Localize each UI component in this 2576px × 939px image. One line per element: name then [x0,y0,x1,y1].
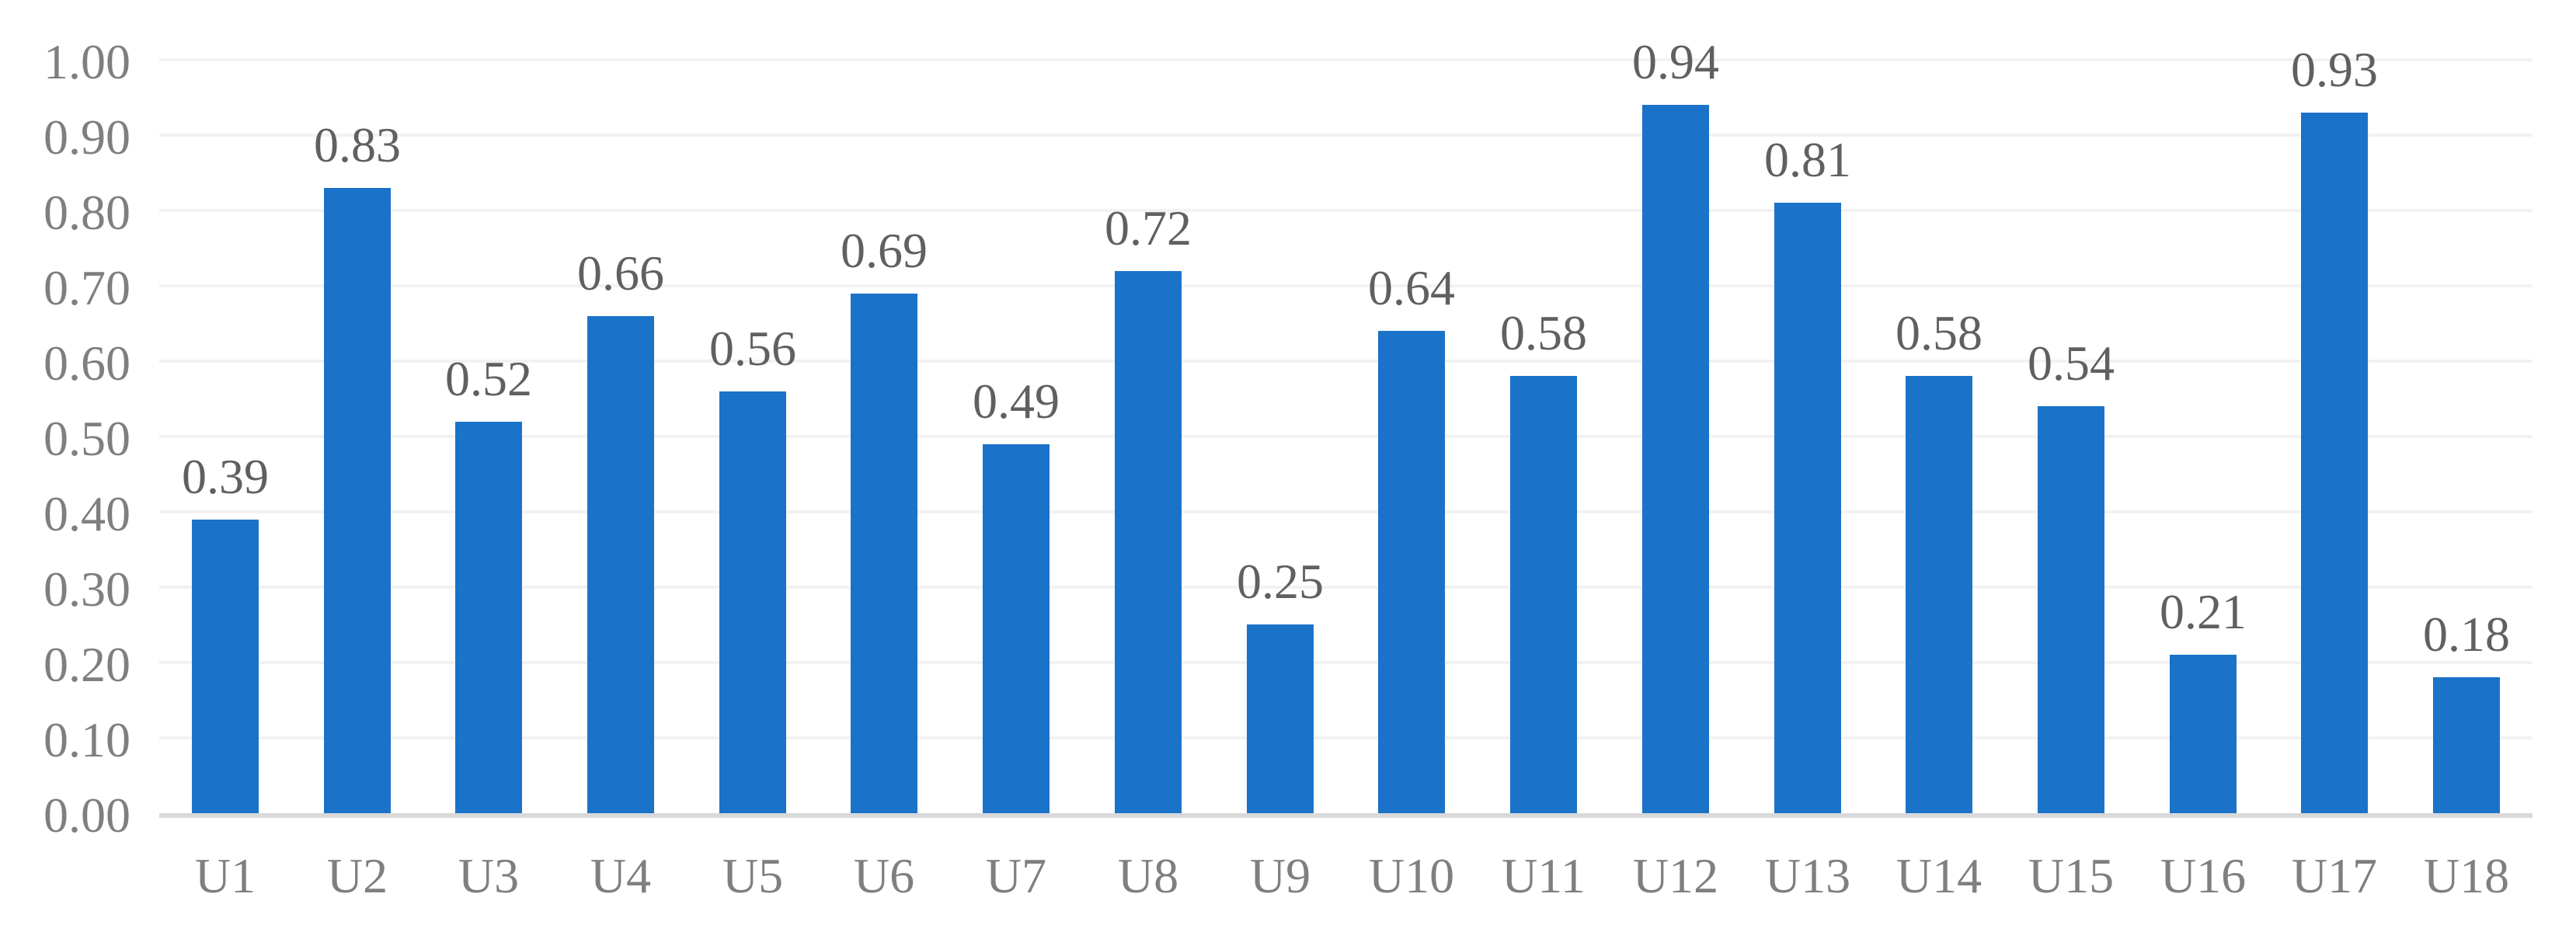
data-label-U14: 0.58 [1895,305,1982,360]
bar-U6 [851,294,917,813]
x-tick-label-U12: U12 [1632,848,1719,903]
data-label-U13: 0.81 [1764,132,1851,187]
bar-U7 [983,444,1050,813]
y-tick-label: 0.50 [44,411,131,466]
data-label-U16: 0.21 [2160,584,2247,639]
data-label-U3: 0.52 [445,351,532,406]
bar-U11 [1510,376,1577,813]
bar-U16 [2170,655,2237,813]
data-label-U15: 0.54 [2028,336,2115,391]
x-tick-label-U6: U6 [853,848,915,903]
gridline-0.40 [159,510,2532,513]
bar-U1 [192,520,259,813]
x-tick-label-U3: U3 [458,848,520,903]
bar-U9 [1247,624,1314,813]
y-tick-label: 0.20 [44,637,131,692]
x-tick-label-U10: U10 [1368,848,1455,903]
x-tick-label-U17: U17 [2291,848,2378,903]
y-tick-label: 0.40 [44,486,131,541]
gridline-0.50 [159,435,2532,438]
data-label-U17: 0.93 [2291,42,2378,97]
bar-U8 [1115,271,1182,813]
x-tick-label-U14: U14 [1895,848,1982,903]
gridline-0.90 [159,134,2532,137]
data-label-U6: 0.69 [841,223,928,278]
data-label-U2: 0.83 [314,117,401,172]
bar-U5 [719,391,786,813]
x-tick-label-U7: U7 [985,848,1047,903]
gridline-0.60 [159,360,2532,363]
bar-U2 [324,188,391,813]
bar-U10 [1378,331,1445,813]
y-tick-label: 0.80 [44,185,131,240]
x-tick-label-U13: U13 [1764,848,1851,903]
y-tick-label: 1.00 [44,34,131,89]
y-tick-label: 0.90 [44,110,131,165]
x-tick-label-U5: U5 [722,848,784,903]
bar-U15 [2038,406,2104,813]
x-tick-label-U18: U18 [2423,848,2510,903]
data-label-U8: 0.72 [1105,200,1192,256]
data-label-U9: 0.25 [1237,554,1324,609]
bar-U17 [2301,113,2368,813]
bar-U13 [1774,203,1841,813]
x-axis-line [159,813,2532,818]
gridline-0.70 [159,284,2532,287]
data-label-U12: 0.94 [1632,34,1719,89]
data-label-U4: 0.66 [577,245,664,301]
bar-U14 [1906,376,1972,813]
x-tick-label-U9: U9 [1249,848,1311,903]
y-tick-label: 0.00 [44,788,131,843]
y-tick-label: 0.30 [44,562,131,617]
y-tick-label: 0.70 [44,260,131,315]
x-tick-label-U8: U8 [1117,848,1179,903]
data-label-U5: 0.56 [709,321,796,376]
bar-U3 [455,422,522,813]
gridline-0.30 [159,586,2532,589]
data-label-U10: 0.64 [1368,260,1455,315]
x-tick-label-U4: U4 [590,848,652,903]
x-tick-label-U1: U1 [194,848,256,903]
data-label-U18: 0.18 [2423,607,2510,662]
bar-U12 [1642,105,1709,813]
bar-U18 [2433,677,2500,813]
y-tick-label: 0.60 [44,336,131,391]
gridline-1.00 [159,58,2532,61]
x-tick-label-U2: U2 [326,848,388,903]
x-tick-label-U15: U15 [2028,848,2115,903]
bar-U4 [587,316,654,813]
y-tick-label: 0.10 [44,712,131,767]
data-label-U11: 0.58 [1500,305,1587,360]
gridline-0.80 [159,209,2532,212]
data-label-U1: 0.39 [182,449,269,504]
data-label-U7: 0.49 [973,374,1060,429]
x-tick-label-U16: U16 [2160,848,2247,903]
gridline-0.20 [159,661,2532,664]
x-tick-label-U11: U11 [1502,848,1586,903]
gridline-0.10 [159,736,2532,739]
